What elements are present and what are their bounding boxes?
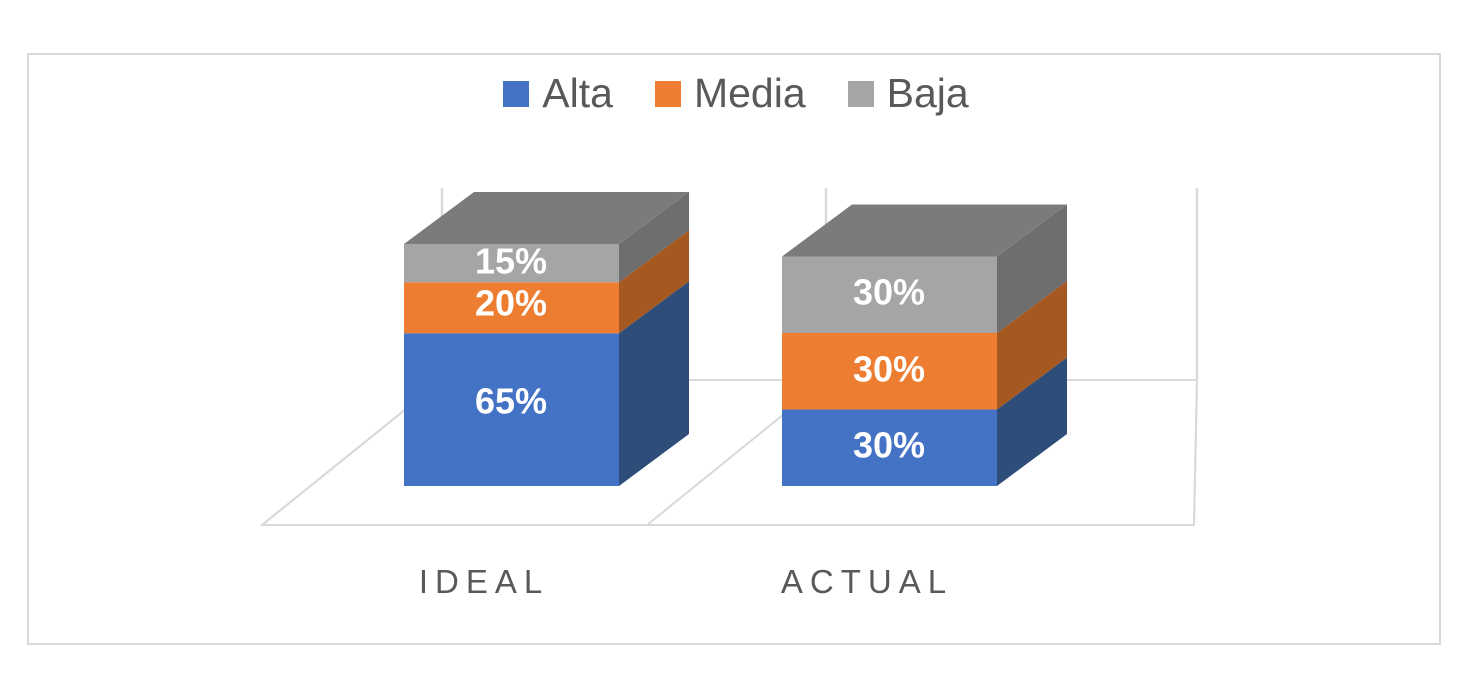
- bar-ideal-segment-alta[interactable]: [404, 281, 689, 486]
- category-label-ideal: IDEAL: [419, 563, 549, 600]
- bar-actual-top-face: [782, 204, 1067, 257]
- bar-actual-alta-side: [997, 357, 1067, 486]
- bar-ideal-media-value: 20%: [475, 283, 547, 324]
- floor-right-diagonal: [1193, 379, 1198, 526]
- bar-actual[interactable]: 30% 30% 30%: [782, 204, 1067, 487]
- bar-ideal-top-face: [404, 192, 689, 244]
- bar-ideal-alta-value: 65%: [475, 381, 547, 422]
- bar-actual-segment-media[interactable]: [782, 281, 1067, 410]
- chart-frame: Alta Media Baja: [27, 53, 1441, 645]
- bar-ideal-media-front: [404, 282, 619, 334]
- bar-actual-media-value: 30%: [853, 349, 925, 390]
- bar-actual-baja-side: [997, 204, 1067, 333]
- bar-actual-segment-baja[interactable]: [782, 204, 1067, 334]
- bar-ideal-alta-front: [404, 333, 619, 486]
- bar-ideal-baja-value: 15%: [475, 241, 547, 282]
- category-label-actual: ACTUAL: [781, 563, 953, 600]
- bar-actual-segment-alta[interactable]: [782, 357, 1067, 487]
- bar-ideal-baja-front: [404, 244, 619, 283]
- bar-ideal[interactable]: 15% 20% 65%: [404, 192, 689, 486]
- bar-ideal-segment-baja[interactable]: [404, 192, 689, 283]
- bar-ideal-segment-media[interactable]: [404, 230, 689, 334]
- bar-ideal-baja-side: [619, 192, 689, 283]
- bar-actual-alta-front: [782, 409, 997, 486]
- bar-ideal-media-side: [619, 230, 689, 334]
- bar-actual-alta-value: 30%: [853, 425, 925, 466]
- bar-actual-media-side: [997, 281, 1067, 410]
- bar-actual-baja-value: 30%: [853, 272, 925, 313]
- bar-ideal-alta-side: [619, 281, 689, 486]
- plot-area: 15% 20% 65%: [259, 188, 1199, 600]
- bar-actual-baja-front: [782, 256, 997, 333]
- bar-actual-media-front: [782, 333, 997, 410]
